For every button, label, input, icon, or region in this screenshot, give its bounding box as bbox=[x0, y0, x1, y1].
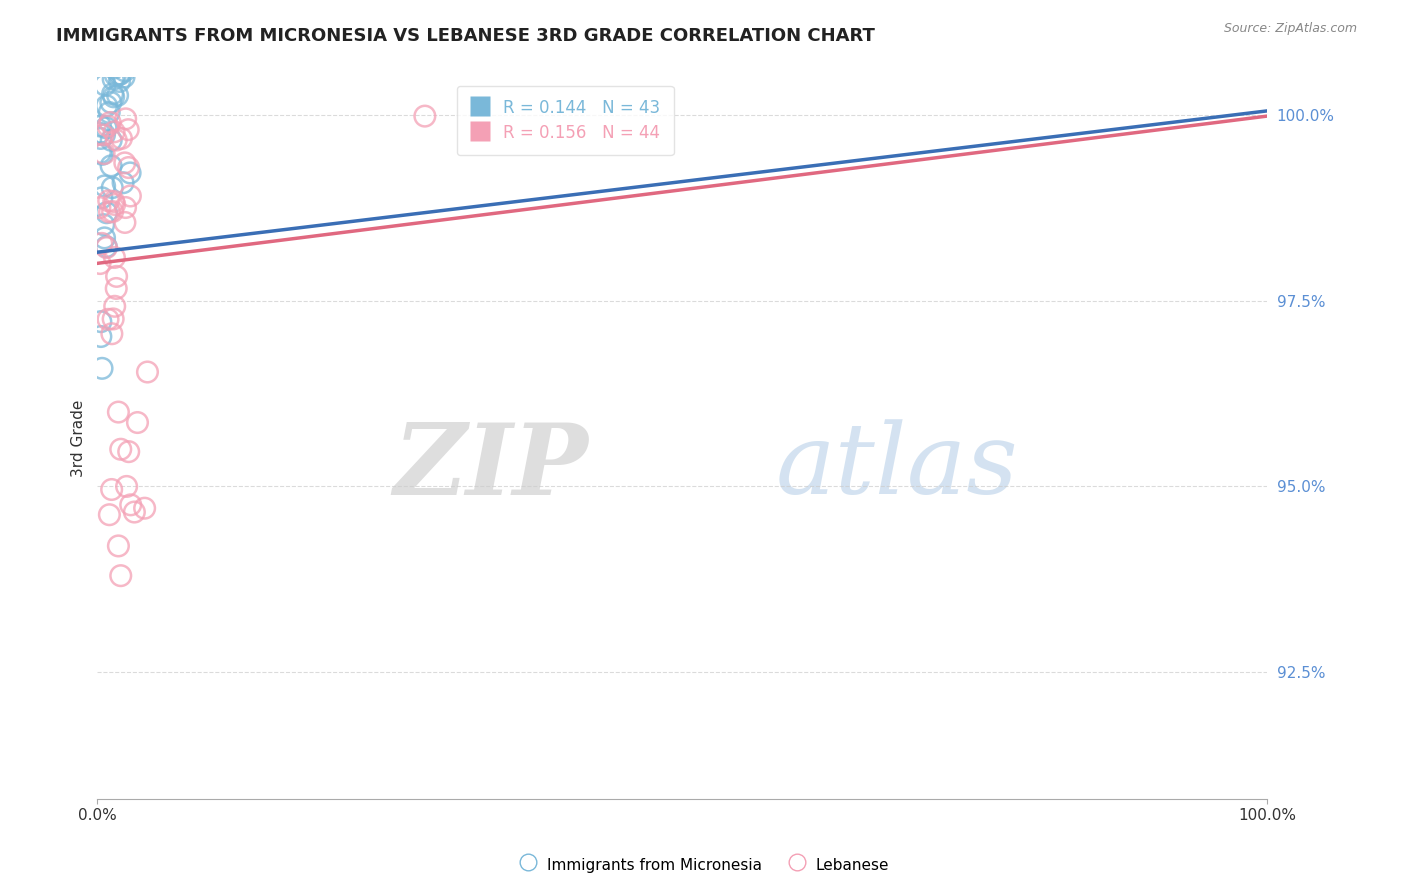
Point bbox=[93, 128, 115, 142]
Point bbox=[91, 147, 114, 161]
Point bbox=[101, 180, 124, 194]
Point bbox=[101, 326, 124, 341]
Point bbox=[91, 361, 114, 376]
Point bbox=[93, 178, 115, 193]
Point bbox=[90, 131, 112, 145]
Y-axis label: 3rd Grade: 3rd Grade bbox=[72, 400, 86, 477]
Point bbox=[97, 119, 120, 133]
Point bbox=[96, 240, 118, 254]
Point bbox=[101, 87, 124, 101]
Point bbox=[100, 159, 122, 173]
Point bbox=[114, 201, 136, 215]
Point bbox=[413, 109, 436, 123]
Point bbox=[97, 194, 120, 208]
Point bbox=[110, 67, 132, 81]
Point bbox=[101, 47, 124, 62]
Point bbox=[104, 68, 127, 82]
Point bbox=[112, 29, 135, 43]
Point bbox=[104, 299, 127, 313]
Point bbox=[110, 568, 132, 582]
Text: ZIP: ZIP bbox=[394, 418, 589, 516]
Point bbox=[94, 78, 117, 92]
Point bbox=[112, 70, 135, 84]
Point bbox=[103, 251, 125, 265]
Point bbox=[120, 166, 142, 180]
Point bbox=[115, 8, 138, 22]
Point bbox=[103, 194, 125, 209]
Point bbox=[90, 315, 112, 329]
Point bbox=[110, 442, 132, 457]
Point bbox=[101, 312, 124, 326]
Text: Source: ZipAtlas.com: Source: ZipAtlas.com bbox=[1223, 22, 1357, 36]
Point bbox=[90, 191, 112, 205]
Point bbox=[91, 128, 114, 142]
Point bbox=[117, 122, 139, 136]
Point bbox=[100, 483, 122, 497]
Point bbox=[108, 68, 131, 82]
Point bbox=[112, 176, 135, 190]
Point bbox=[98, 205, 121, 219]
Point bbox=[134, 501, 156, 516]
Legend: R = 0.144   N = 43, R = 0.156   N = 44: R = 0.144 N = 43, R = 0.156 N = 44 bbox=[457, 86, 673, 155]
Point bbox=[114, 8, 136, 22]
Point bbox=[100, 48, 122, 62]
Point bbox=[136, 365, 159, 379]
Point bbox=[98, 508, 121, 522]
Point bbox=[96, 99, 118, 113]
Point bbox=[103, 125, 125, 139]
Point bbox=[105, 133, 128, 147]
Point bbox=[103, 90, 125, 104]
Point bbox=[97, 312, 120, 326]
Legend: Immigrants from Micronesia, Lebanese: Immigrants from Micronesia, Lebanese bbox=[510, 849, 896, 880]
Point bbox=[90, 119, 112, 133]
Point bbox=[127, 416, 149, 430]
Point bbox=[124, 505, 146, 519]
Point bbox=[104, 197, 127, 211]
Point bbox=[89, 145, 111, 160]
Point bbox=[93, 146, 115, 161]
Point bbox=[94, 120, 117, 135]
Point bbox=[115, 479, 138, 493]
Point bbox=[114, 215, 136, 229]
Point bbox=[114, 156, 136, 170]
Point bbox=[89, 201, 111, 215]
Point bbox=[114, 112, 136, 126]
Point bbox=[93, 231, 115, 245]
Point bbox=[103, 61, 125, 75]
Point bbox=[107, 88, 129, 103]
Point bbox=[101, 204, 124, 219]
Text: IMMIGRANTS FROM MICRONESIA VS LEBANESE 3RD GRADE CORRELATION CHART: IMMIGRANTS FROM MICRONESIA VS LEBANESE 3… bbox=[56, 27, 875, 45]
Point bbox=[100, 133, 122, 147]
Point bbox=[108, 74, 131, 88]
Point bbox=[120, 498, 142, 512]
Point bbox=[117, 161, 139, 175]
Point bbox=[89, 126, 111, 140]
Point bbox=[105, 269, 128, 284]
Point bbox=[118, 444, 141, 458]
Point bbox=[107, 405, 129, 419]
Point bbox=[98, 105, 121, 120]
Point bbox=[96, 241, 118, 255]
Point bbox=[107, 539, 129, 553]
Point bbox=[90, 236, 112, 251]
Point bbox=[93, 218, 115, 232]
Point bbox=[110, 131, 132, 145]
Point bbox=[98, 115, 121, 129]
Point bbox=[90, 329, 112, 343]
Point bbox=[96, 205, 118, 219]
Point bbox=[105, 21, 128, 35]
Point bbox=[120, 189, 142, 203]
Point bbox=[100, 95, 122, 110]
Text: atlas: atlas bbox=[776, 419, 1018, 515]
Point bbox=[105, 281, 128, 295]
Point bbox=[114, 63, 136, 78]
Point bbox=[89, 256, 111, 270]
Point bbox=[103, 72, 125, 87]
Point bbox=[110, 23, 132, 37]
